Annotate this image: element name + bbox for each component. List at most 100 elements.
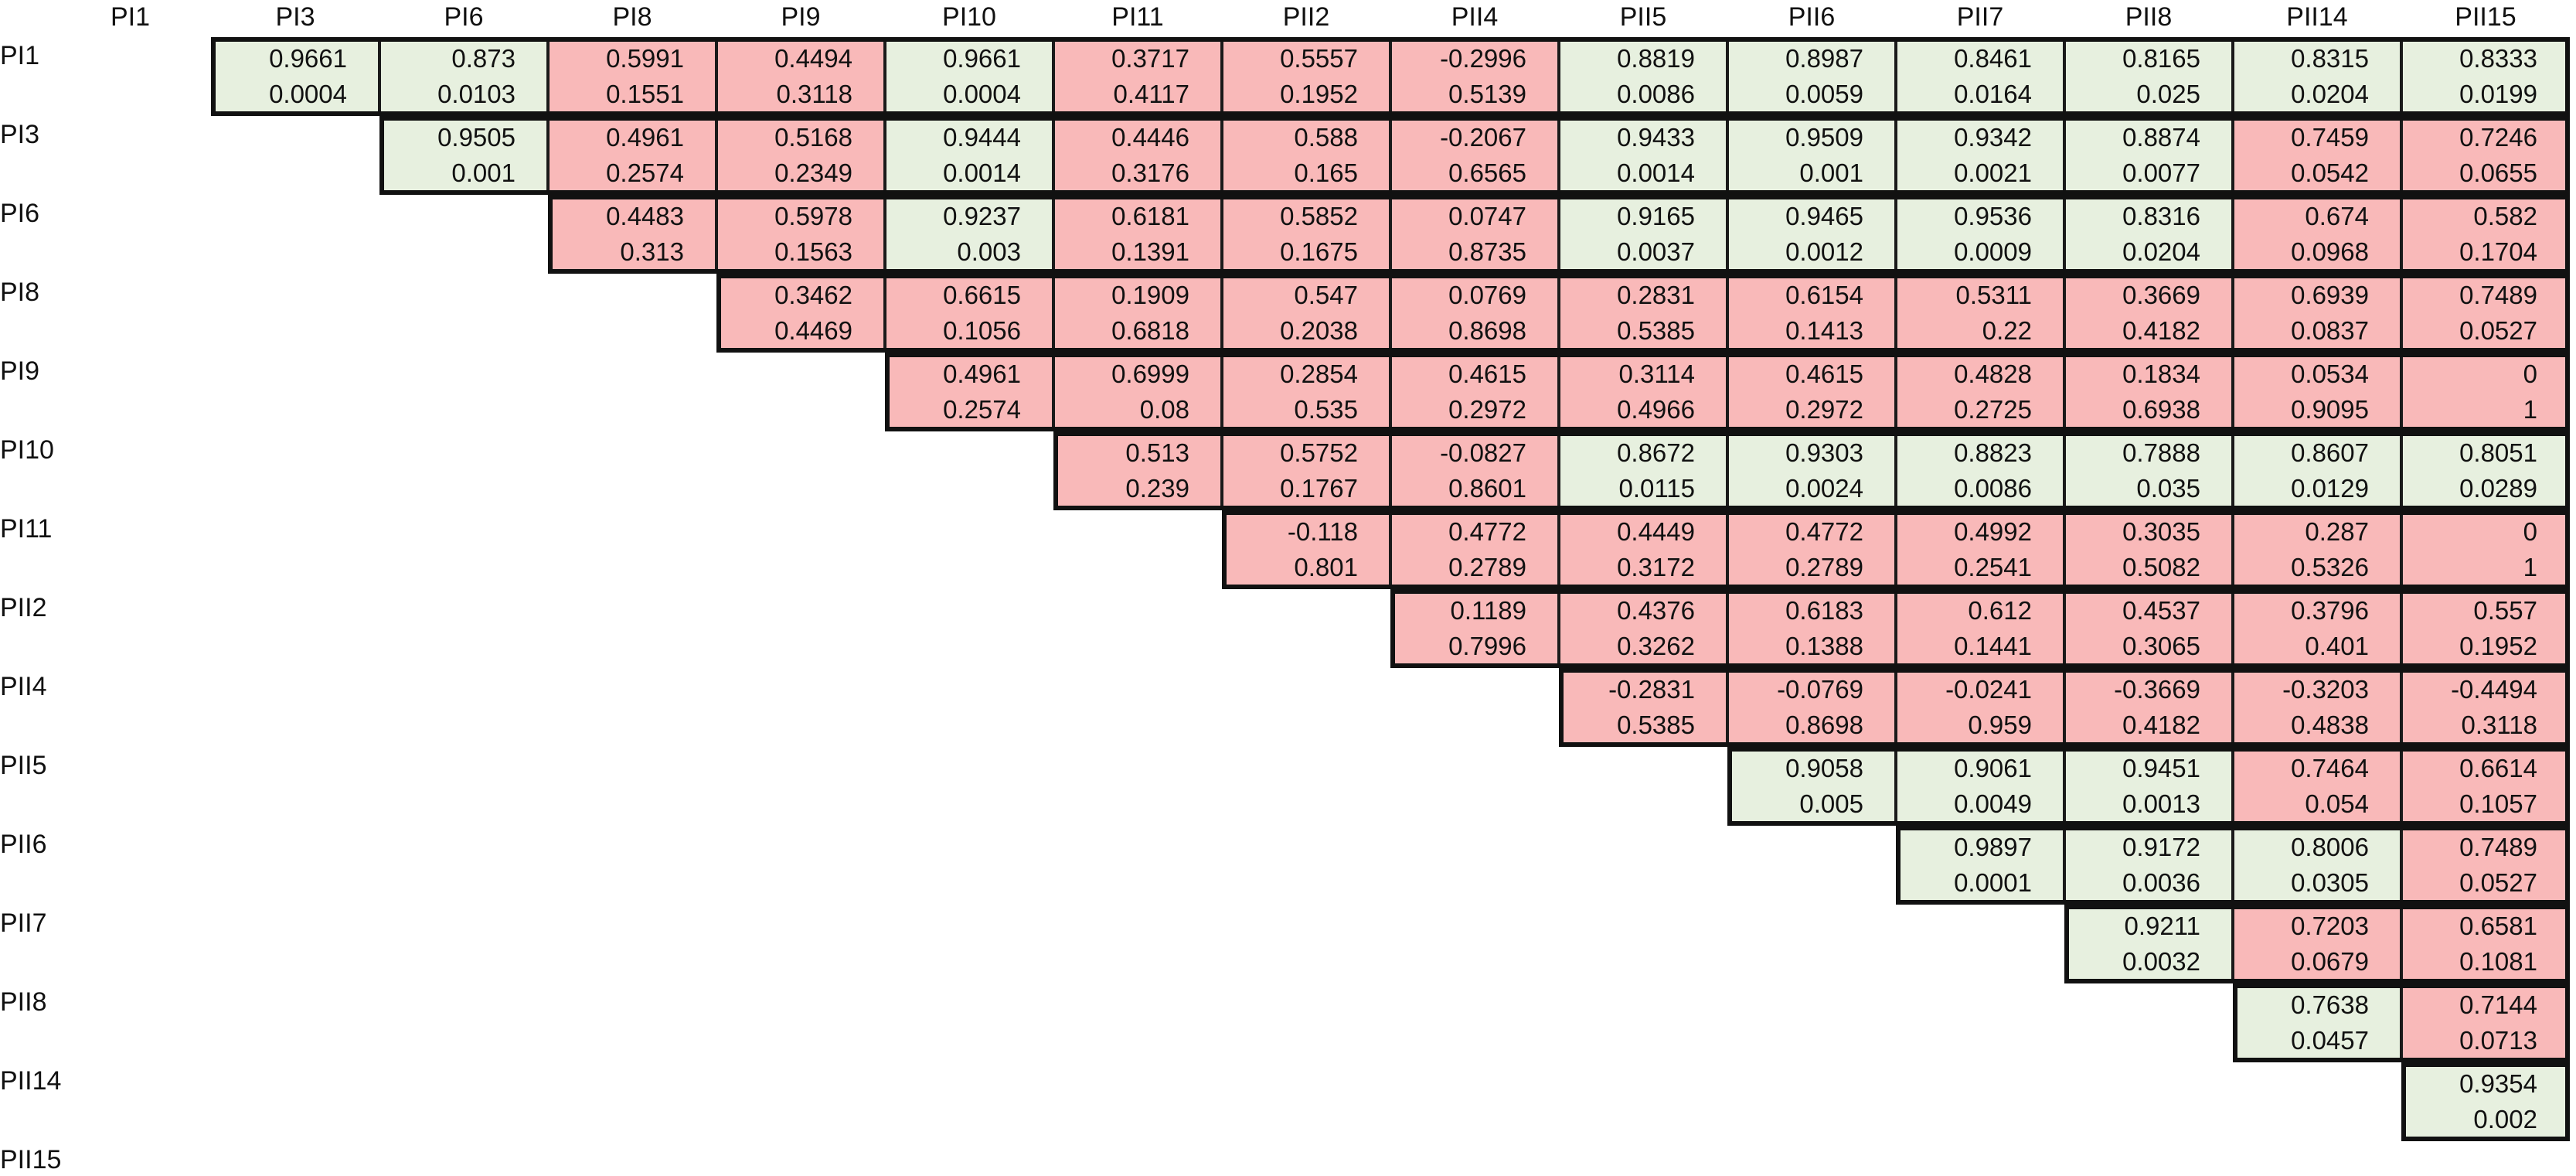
p-value: 0.0077: [2122, 159, 2200, 187]
correlation-value: 0.0534: [2291, 360, 2369, 388]
row-header-pii15: PII15: [0, 1145, 62, 1174]
cell-pi1-pii15: 0.8333 0.0199: [2401, 37, 2570, 116]
p-value: 0.4469: [774, 316, 852, 345]
row-header-pii2: PII2: [0, 593, 47, 622]
cell-pi9-pii6: 0.4615 0.2972: [1727, 353, 1896, 431]
p-value: 0.8601: [1448, 474, 1526, 503]
cell-pii2-pii7: 0.612 0.1441: [1896, 589, 2064, 668]
correlation-value: 0.3796: [2291, 596, 2369, 625]
p-value: 0.4182: [2122, 316, 2200, 345]
p-value: 0.4182: [2122, 711, 2200, 739]
cell-pi6-pii4: 0.0747 0.8735: [1390, 195, 1559, 274]
correlation-value: 0.8823: [1954, 438, 2032, 467]
p-value: 0.6938: [2122, 395, 2200, 424]
correlation-value: 0.9536: [1954, 202, 2032, 230]
cell-pi1-pi6: 0.873 0.0103: [379, 37, 548, 116]
correlation-value: 0.4992: [1954, 517, 2032, 546]
correlation-value: -0.2067: [1440, 123, 1526, 152]
p-value: 0.801: [1294, 553, 1358, 581]
correlation-value: 0.2831: [1617, 281, 1695, 309]
p-value: 0.0059: [1785, 80, 1863, 108]
correlation-value: 0.5557: [1280, 44, 1358, 73]
p-value: 0.1413: [1785, 316, 1863, 345]
cell-pii8-pii14: 0.7638 0.0457: [2233, 983, 2401, 1062]
p-value: 0.1952: [2459, 632, 2537, 660]
correlation-value: 0.6181: [1111, 202, 1189, 230]
col-header-pi10: PI10: [942, 2, 996, 32]
p-value: 0.0004: [943, 80, 1021, 108]
correlation-value: 0.3669: [2122, 281, 2200, 309]
p-value: 0.025: [2136, 80, 2200, 108]
correlation-value: 0.9433: [1617, 123, 1695, 152]
cell-pi3-pi6: 0.9505 0.001: [379, 116, 548, 195]
correlation-value: 0.557: [2473, 596, 2537, 625]
p-value: 0.035: [2136, 474, 2200, 503]
p-value: 0.1441: [1954, 632, 2032, 660]
row-header-pi1: PI1: [0, 41, 40, 70]
p-value: 0.3118: [2461, 711, 2537, 739]
cell-pi9-pii4: 0.4615 0.2972: [1390, 353, 1559, 431]
p-value: 1: [2523, 553, 2537, 581]
correlation-value: 0.9061: [1954, 754, 2032, 782]
correlation-value: 0.4615: [1785, 360, 1863, 388]
correlation-value: 0.8333: [2459, 44, 2537, 73]
cell-pii4-pii15: -0.4494 0.3118: [2401, 668, 2570, 747]
cell-pii2-pii6: 0.6183 0.1388: [1727, 589, 1896, 668]
cell-pii4-pii8: -0.3669 0.4182: [2064, 668, 2233, 747]
correlation-value: 0.8006: [2291, 833, 2369, 861]
p-value: 0.4838: [2291, 711, 2369, 739]
correlation-value: -0.0827: [1440, 438, 1526, 467]
p-value: 0.4117: [1113, 80, 1189, 108]
cell-pi3-pii4: -0.2067 0.6565: [1390, 116, 1559, 195]
p-value: 0.7996: [1448, 632, 1526, 660]
p-value: 0.0037: [1617, 237, 1695, 266]
correlation-value: 0.4961: [943, 360, 1021, 388]
cell-pii4-pii14: -0.3203 0.4838: [2233, 668, 2401, 747]
p-value: 0.0204: [2122, 237, 2200, 266]
p-value: 0.2349: [774, 159, 852, 187]
p-value: 0.3065: [2122, 632, 2200, 660]
cell-pi3-pii14: 0.7459 0.0542: [2233, 116, 2401, 195]
p-value: 0.2541: [1954, 553, 2032, 581]
p-value: 0.1057: [2459, 789, 2537, 818]
correlation-value: 0.6999: [1111, 360, 1189, 388]
row-header-pii5: PII5: [0, 751, 47, 780]
cell-pi10-pii4: -0.0827 0.8601: [1390, 431, 1559, 510]
p-value: 0.0049: [1954, 789, 2032, 818]
col-header-pi6: PI6: [444, 2, 484, 32]
cell-pi11-pii5: 0.4449 0.3172: [1559, 510, 1727, 589]
p-value: 0.3262: [1617, 632, 1695, 660]
p-value: 0.3172: [1617, 553, 1695, 581]
p-value: 0.0012: [1785, 237, 1863, 266]
p-value: 0.1704: [2459, 237, 2537, 266]
p-value: 0.0013: [2122, 789, 2200, 818]
correlation-value: 0.7203: [2291, 912, 2369, 940]
cell-pi9-pi10: 0.4961 0.2574: [885, 353, 1053, 431]
cell-pi3-pii5: 0.9433 0.0014: [1559, 116, 1727, 195]
p-value: 0.1952: [1280, 80, 1358, 108]
cell-pi1-pi8: 0.5991 0.1551: [548, 37, 716, 116]
cell-pi9-pii5: 0.3114 0.4966: [1559, 353, 1727, 431]
p-value: 0.5385: [1617, 711, 1695, 739]
cell-pi3-pii7: 0.9342 0.0021: [1896, 116, 2064, 195]
correlation-value: 0.4961: [606, 123, 684, 152]
correlation-value: 0.4483: [606, 202, 684, 230]
p-value: 1: [2523, 395, 2537, 424]
cell-pi1-pii5: 0.8819 0.0086: [1559, 37, 1727, 116]
correlation-value: 0.5752: [1280, 438, 1358, 467]
p-value: 0.165: [1294, 159, 1358, 187]
p-value: 0.2038: [1280, 316, 1358, 345]
cell-pi6-pii2: 0.5852 0.1675: [1222, 195, 1390, 274]
col-header-pi11: PI11: [1111, 2, 1164, 32]
correlation-value: -0.4494: [2451, 675, 2537, 704]
correlation-value: 0.8315: [2291, 44, 2369, 73]
correlation-value: 0.6939: [2291, 281, 2369, 309]
p-value: 0.0679: [2291, 947, 2369, 976]
cell-pi11-pii2: -0.118 0.801: [1222, 510, 1390, 589]
cell-pi10-pii8: 0.7888 0.035: [2064, 431, 2233, 510]
cell-pi8-pii7: 0.5311 0.22: [1896, 274, 2064, 353]
p-value: 0.08: [1139, 395, 1189, 424]
cell-pi8-pii8: 0.3669 0.4182: [2064, 274, 2233, 353]
cell-pii4-pii6: -0.0769 0.8698: [1727, 668, 1896, 747]
